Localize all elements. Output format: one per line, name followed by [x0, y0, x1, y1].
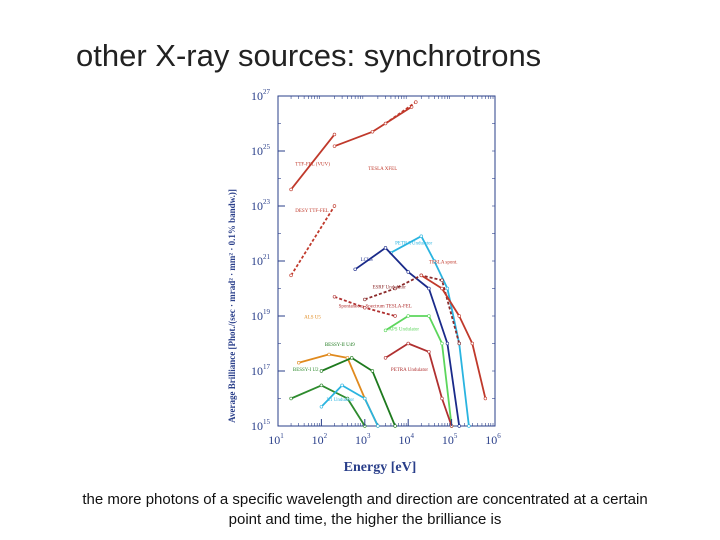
series-point — [467, 424, 471, 428]
x-axis-label: Energy [eV] — [344, 460, 417, 475]
y-tick-label: 1027 — [251, 88, 271, 103]
source-label: ESRF Undulator — [372, 286, 406, 291]
y-axis-label: Average Brilliance [Phot./(sec · mrad² ·… — [227, 189, 237, 423]
x-tick-label: 106 — [485, 432, 501, 447]
x-tick-label: 104 — [398, 432, 414, 447]
source-label: TTF-FEL (VUV) — [295, 162, 330, 167]
series-point — [332, 295, 337, 299]
source-label: TESLA spont. — [429, 261, 458, 266]
y-tick-label: 1015 — [251, 418, 271, 433]
series-point — [370, 369, 375, 373]
slide-title: other X-ray sources: synchrotrons — [76, 38, 542, 73]
source-label: TESLA XFEL — [368, 167, 397, 172]
series-line — [290, 133, 336, 190]
series-line — [290, 384, 366, 427]
series-point — [419, 273, 423, 278]
source-label: DESY TTF-FEL — [295, 209, 328, 214]
y-tick-label: 1023 — [251, 198, 271, 213]
series-point — [419, 234, 423, 238]
series-point — [440, 286, 444, 291]
series-point — [297, 361, 301, 365]
series-point — [327, 352, 331, 357]
series-point — [470, 341, 475, 346]
series-point — [332, 144, 337, 148]
series-point — [457, 341, 461, 346]
series-point — [406, 314, 410, 318]
caption-line-1: the more photons of a specific wavelengt… — [82, 491, 648, 508]
y-tick-label: 1017 — [251, 363, 271, 378]
series-point — [383, 328, 388, 333]
series-point — [406, 270, 410, 274]
series-line — [390, 235, 470, 427]
x-tick-label: 101 — [268, 432, 284, 447]
series-point — [363, 306, 367, 310]
series-point — [457, 314, 461, 318]
series-point — [440, 341, 444, 346]
series-point — [376, 424, 380, 428]
series-point — [457, 424, 461, 428]
series-point — [483, 396, 488, 401]
source-label: LCLS — [361, 258, 373, 263]
series-point — [319, 405, 324, 409]
series-point — [319, 383, 324, 388]
series-point — [340, 383, 344, 388]
x-tick-label: 102 — [312, 432, 328, 447]
source-label: PETRA Undulator — [391, 368, 428, 373]
series-line — [334, 106, 413, 148]
y-tick-label: 1019 — [251, 308, 271, 323]
series-point — [445, 341, 450, 346]
y-tick-label: 1021 — [251, 253, 271, 268]
source-label: PETRA Undulator — [395, 241, 432, 246]
series-point — [406, 341, 410, 346]
series-point — [432, 259, 437, 263]
series-point — [427, 286, 431, 291]
source-label: BESSY-I U2 — [293, 368, 319, 373]
source-label: Spontaneous Spectrum TESLA-FEL — [339, 305, 412, 310]
series-point — [440, 396, 444, 401]
source-label: ALS U5 — [304, 316, 321, 321]
series-line — [354, 246, 461, 427]
series-point — [427, 350, 431, 354]
series-point — [370, 130, 375, 134]
series-point — [393, 424, 397, 428]
series-point — [332, 132, 337, 137]
series-line — [320, 384, 379, 427]
series-point — [427, 314, 431, 318]
source-label: X1 Undulator — [326, 398, 354, 403]
caption-line-2: point and time, the higher the brillianc… — [228, 511, 502, 528]
x-tick-label: 103 — [355, 432, 371, 447]
series-point — [363, 297, 367, 302]
brilliance-chart: TTF-FEL (VUV) DESY TTF-FEL TESLA XFEL PETRA… — [227, 88, 501, 475]
slide-caption: the more photons of a specific wavelengt… — [40, 490, 690, 530]
series-line — [321, 356, 396, 427]
y-tick-label: 1025 — [251, 143, 271, 158]
source-label: BESSY-II U49 — [325, 343, 355, 348]
x-tick-label: 105 — [442, 432, 458, 447]
series-point — [363, 396, 367, 401]
series-point — [289, 396, 293, 401]
series-line — [290, 205, 336, 276]
series-point — [393, 286, 397, 291]
series-point — [345, 396, 350, 401]
series-point — [289, 187, 293, 192]
series-point — [393, 314, 397, 318]
series-point — [383, 356, 388, 360]
series-point — [353, 267, 357, 271]
series-point — [440, 278, 444, 282]
series-point — [350, 356, 354, 360]
series-point — [332, 204, 337, 208]
series-point — [414, 100, 418, 104]
series-point — [383, 121, 388, 126]
series-line — [384, 101, 417, 125]
series-point — [319, 369, 324, 373]
series-point — [383, 246, 388, 250]
series-point — [445, 286, 450, 291]
source-label: APS Undulator — [388, 327, 419, 332]
series-point — [289, 273, 293, 278]
series-line — [385, 342, 453, 427]
